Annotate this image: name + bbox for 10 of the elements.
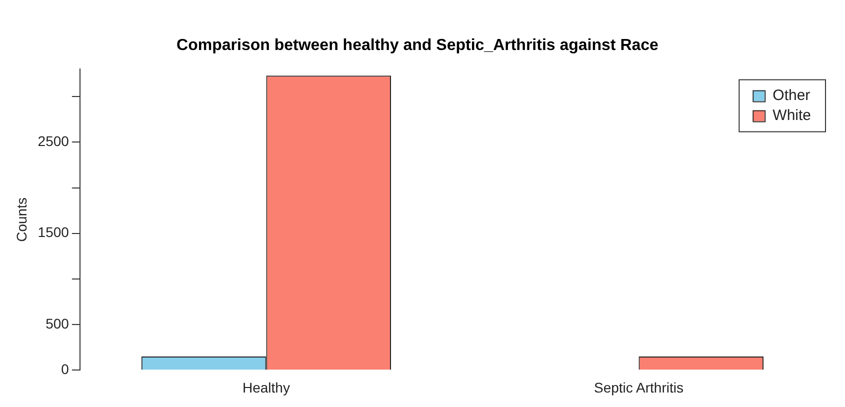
y-tick-label: 1500 [38, 224, 70, 240]
legend-label: Other [772, 86, 810, 104]
x-tick-label: Septic Arthritis [594, 379, 684, 396]
chart-title: Comparison between healthy and Septic_Arthritis against Race [176, 37, 659, 54]
legend-label: White [772, 106, 811, 124]
y-axis-title: Counts [13, 198, 30, 242]
y-tick-label: 2500 [38, 133, 70, 150]
y-tick-label: 500 [46, 315, 70, 332]
x-tick-label: Healthy [242, 379, 290, 396]
y-tick-label: 0 [61, 361, 70, 378]
